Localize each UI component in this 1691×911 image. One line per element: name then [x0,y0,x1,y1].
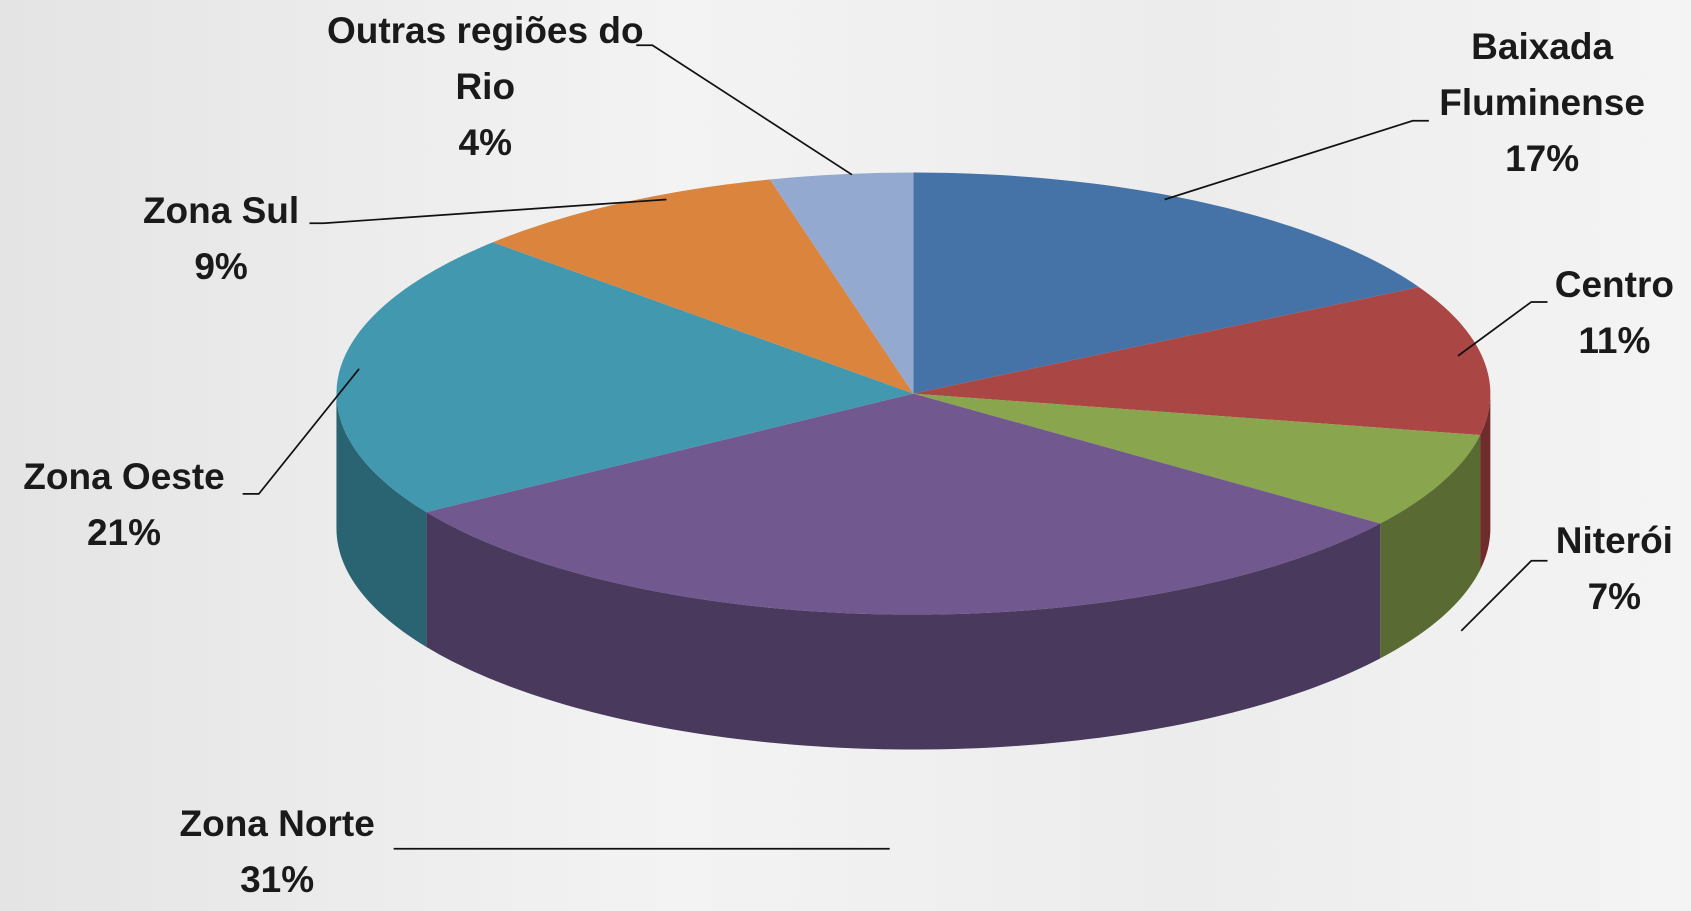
leader-lines [242,44,1548,850]
slice [769,172,914,394]
category-label: Outras regiões do Rio [326,10,644,108]
value-label: 9% [194,246,248,288]
data-label: Zona Sul 9% [101,183,341,295]
value-label: 7% [1587,576,1642,618]
slice-side [426,512,1381,750]
category-label: Zona Sul [142,190,300,232]
leader-line [1460,559,1548,632]
data-label: Zona Norte 31% [127,796,427,908]
data-label: Niterói 7% [1514,513,1691,625]
category-label: Zona Oeste [23,455,225,497]
leader-line [1164,119,1429,201]
side-shade [336,393,427,647]
slice-side [336,393,427,647]
category-label: Baixada Fluminense [1439,26,1645,124]
slice [336,242,914,513]
value-label: 4% [458,122,512,164]
pie [336,172,1491,750]
slice [426,393,1381,615]
value-label: 31% [240,858,315,900]
data-label: Zona Oeste 21% [4,449,244,561]
leader-line [242,368,360,495]
slice [913,287,1491,436]
leader-line [309,198,667,225]
slice [492,179,914,394]
slice [913,393,1481,524]
leader-line [636,44,853,176]
side-shade [426,512,1381,750]
data-label: Outras regiões do Rio 4% [325,3,645,171]
category-label: Centro [1554,263,1674,305]
slice [913,172,1419,394]
side-shade [1380,435,1481,659]
slice-side [1380,435,1481,659]
side-shade [1480,393,1491,570]
slice-side [1480,393,1491,570]
category-label: Niterói [1555,520,1673,562]
category-label: Zona Norte [179,802,375,844]
data-label: Centro 11% [1514,257,1691,369]
value-label: 11% [1578,319,1651,361]
value-label: 17% [1505,138,1580,180]
data-label: Baixada Fluminense 17% [1412,19,1672,187]
leader-line [1457,301,1548,357]
value-label: 21% [86,511,162,553]
